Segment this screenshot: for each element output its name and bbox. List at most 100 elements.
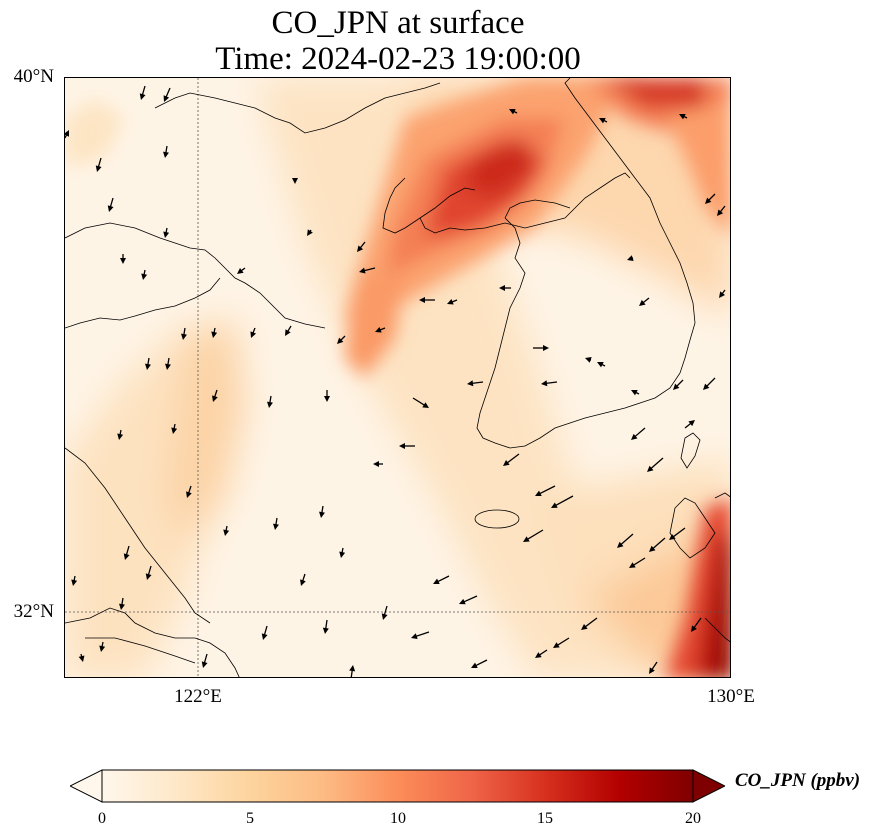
lon-label-122e: 122°E [174, 686, 222, 707]
colorbar-tick-20: 20 [685, 810, 701, 827]
wind-vector-head [201, 661, 208, 668]
wind-vector-head [535, 490, 542, 496]
wind-vector-head [78, 655, 85, 662]
wind-vector-head [499, 285, 505, 291]
wind-vector-head [649, 667, 655, 674]
wind-vector-head [467, 380, 474, 387]
wind-vector-head [691, 625, 697, 632]
wind-vector-head [339, 551, 346, 558]
wind-vector-shaft [618, 533, 634, 547]
wind-vector-head [679, 114, 686, 120]
wind-vector-head [163, 151, 169, 158]
wind-vector-head [237, 268, 244, 274]
lon-label-130e: 130°E [707, 686, 755, 707]
wind-vector-head [250, 331, 257, 338]
wind-vector-head [551, 502, 558, 508]
wind-vector-head [629, 562, 636, 568]
wind-vector-head [703, 383, 710, 390]
wind-vector-head [337, 337, 344, 344]
map-canvas [65, 78, 730, 677]
wind-vector-head [631, 433, 638, 440]
wind-vector-head [120, 258, 126, 264]
wind-vector-head [171, 427, 178, 434]
wind-vector-head [543, 345, 549, 351]
wind-vector-head [673, 383, 680, 390]
wind-vector-head [535, 652, 542, 658]
wind-vector-head [375, 326, 382, 333]
wind-vector-head [373, 461, 379, 467]
wind-vector-head [65, 130, 69, 137]
wind-vector-head [349, 665, 356, 672]
wind-vector-head [292, 178, 298, 184]
wind-vector-head [359, 267, 366, 274]
wind-vector-head [141, 273, 148, 280]
wind-vector-head [649, 545, 656, 552]
wind-vector-head [503, 460, 510, 466]
wind-vector-head [688, 420, 695, 427]
wind-vector-head [117, 433, 124, 440]
wind-vector-shaft [648, 457, 664, 471]
wind-vector-head [186, 491, 192, 498]
wind-vector-head [381, 613, 388, 620]
wind-vector-head [212, 395, 218, 402]
wind-vector-head [95, 165, 102, 172]
wind-vector-head [669, 534, 676, 540]
wind-vector-head [163, 231, 170, 238]
wind-vector-head [433, 578, 440, 584]
wind-vector-head [717, 209, 724, 216]
colorbar-min-extension [68, 769, 103, 803]
wind-vector-head [139, 93, 146, 100]
wind-vector-head [99, 645, 106, 652]
wind-vector-head [145, 573, 152, 580]
wind-vector-head [639, 299, 646, 306]
colorbar-gradient [101, 769, 694, 803]
wind-vector-head [411, 633, 418, 639]
map-subtitle-time: Time: 2024-02-23 19:00:00 [215, 41, 581, 77]
colorbar-graphic [68, 769, 727, 803]
concentration-plume [65, 78, 730, 677]
wind-vector-head [553, 642, 560, 648]
wind-vector-head [211, 331, 218, 338]
wind-vector-head [509, 109, 516, 115]
colorbar-tick-5: 5 [246, 810, 254, 827]
wind-vector-shaft [650, 537, 666, 551]
wind-vector-head [107, 205, 114, 212]
wind-vector-head [599, 118, 606, 124]
wind-vector-head [119, 603, 125, 610]
wind-vector-shaft [525, 529, 544, 542]
wind-vector-head [324, 396, 330, 402]
wind-vector-head [523, 536, 530, 542]
wind-vector-head [631, 390, 638, 396]
wind-vector-head [181, 333, 187, 340]
wind-vector-shaft [537, 485, 556, 496]
colorbar-max-extension [692, 769, 727, 803]
wind-vector-head [719, 291, 725, 298]
coastlines [65, 78, 730, 677]
wind-vector-head [267, 401, 273, 408]
colorbar-tick-0: 0 [98, 810, 106, 827]
wind-vector-head [165, 363, 171, 370]
wind-vector-head [357, 245, 364, 252]
lat-label-32n: 32°N [13, 601, 54, 622]
colorbar-label: CO_JPN (ppbv) [735, 770, 861, 791]
wind-vector-head [307, 229, 313, 236]
wind-vector-head [145, 363, 151, 370]
wind-vector-head [319, 511, 325, 518]
wind-vector-head [163, 95, 170, 102]
wind-vectors [65, 85, 726, 677]
wind-vector-head [285, 329, 291, 336]
wind-vector-head [647, 465, 654, 472]
map-panel [64, 77, 731, 678]
wind-vector-head [627, 255, 634, 261]
lat-label-40n: 40°N [13, 66, 54, 87]
concentration-field [65, 78, 730, 677]
colorbar-tick-15: 15 [537, 810, 553, 827]
wind-vector-head [300, 579, 306, 586]
wind-vector-head [447, 298, 454, 305]
wind-vector-head [581, 624, 588, 630]
wind-vector-head [123, 553, 130, 560]
wind-vector-head [322, 627, 329, 634]
map-title: CO_JPN at surface [271, 5, 525, 41]
colorbar [68, 768, 727, 804]
wind-vector-head [705, 197, 712, 204]
